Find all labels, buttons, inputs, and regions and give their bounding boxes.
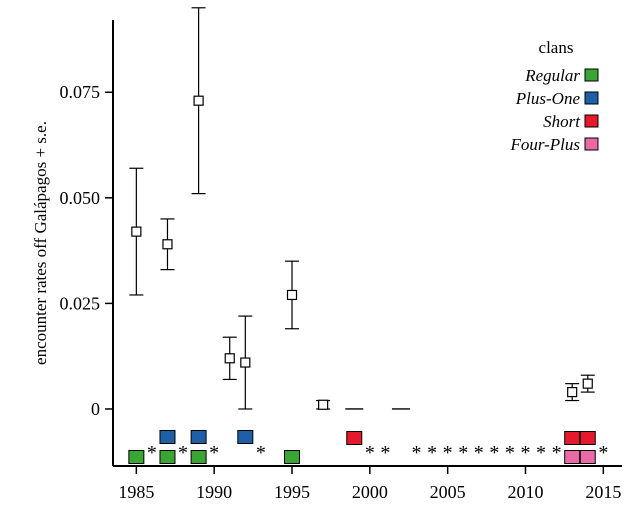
no-data-star: *	[380, 442, 390, 464]
clan-marker-four-plus	[564, 450, 581, 464]
data-point	[286, 289, 298, 301]
no-data-star: *	[474, 442, 484, 464]
clan-marker-plus-one	[237, 430, 254, 444]
y-tick-label: 0	[91, 399, 100, 419]
legend-swatch	[584, 137, 599, 151]
clan-marker-regular	[284, 450, 301, 464]
x-tick-label: 2010	[507, 482, 543, 502]
clan-marker-four-plus	[579, 450, 596, 464]
legend-title: clans	[539, 38, 574, 57]
no-data-markers: * * * * * * * * * * * * * * * * *	[147, 442, 608, 464]
x-ticks: 1985 1990 1995 2000 2005 2010 2015	[118, 466, 621, 502]
data-point	[582, 378, 593, 389]
no-data-star: *	[505, 442, 515, 464]
data-point	[162, 239, 173, 250]
no-data-star: *	[598, 442, 608, 464]
no-data-star: *	[178, 442, 188, 464]
clan-marker-plus-one	[190, 430, 207, 444]
no-data-star: *	[536, 442, 546, 464]
no-data-star: *	[209, 442, 219, 464]
clan-markers	[128, 430, 596, 464]
data-point	[131, 226, 142, 237]
clan-marker-regular	[159, 450, 176, 464]
data-point	[318, 399, 329, 410]
clan-marker-short	[579, 431, 596, 445]
no-data-star: *	[256, 442, 266, 464]
x-tick-label: 2000	[352, 482, 388, 502]
x-tick-label: 1990	[196, 482, 232, 502]
no-data-star: *	[427, 442, 437, 464]
x-tick-label: 1995	[274, 482, 310, 502]
clan-marker-plus-one	[159, 430, 176, 444]
clan-marker-short	[564, 431, 581, 445]
no-data-star: *	[458, 442, 468, 464]
legend-label: Plus-One	[515, 89, 581, 108]
y-axis-label: encounter rates off Galápagos + s.e.	[31, 121, 50, 365]
y-ticks: 0 0.025 0.050 0.075	[60, 82, 113, 419]
no-data-star: *	[147, 442, 157, 464]
data-point	[240, 357, 251, 368]
y-tick-label: 0.050	[60, 188, 101, 208]
axes: 0 0.025 0.050 0.075 1985 1990 1995 2000 2005 201…	[31, 20, 622, 502]
clan-marker-regular	[128, 450, 145, 464]
legend-label: Four-Plus	[509, 135, 580, 154]
no-data-star: *	[365, 442, 375, 464]
no-data-star: *	[412, 442, 422, 464]
no-data-star: *	[443, 442, 453, 464]
data-point	[193, 95, 204, 106]
data-point	[224, 353, 235, 364]
x-tick-label: 1985	[118, 482, 154, 502]
clan-marker-short	[346, 431, 363, 445]
no-data-star: *	[489, 442, 499, 464]
data-point	[567, 386, 578, 398]
rate-points	[131, 95, 593, 410]
legend-label: Short	[543, 112, 581, 131]
legend-swatch	[584, 114, 599, 128]
legend-swatch	[584, 68, 599, 82]
legend: clans Regular Plus-One Short Four-Plus	[509, 38, 599, 154]
clan-marker-regular	[190, 450, 207, 464]
y-tick-label: 0.075	[60, 82, 101, 102]
legend-swatch	[584, 91, 599, 105]
x-tick-label: 2015	[585, 482, 621, 502]
y-tick-label: 0.025	[60, 293, 101, 313]
no-data-star: *	[520, 442, 530, 464]
x-tick-label: 2005	[430, 482, 466, 502]
no-data-star: *	[552, 442, 562, 464]
legend-label: Regular	[524, 66, 580, 85]
